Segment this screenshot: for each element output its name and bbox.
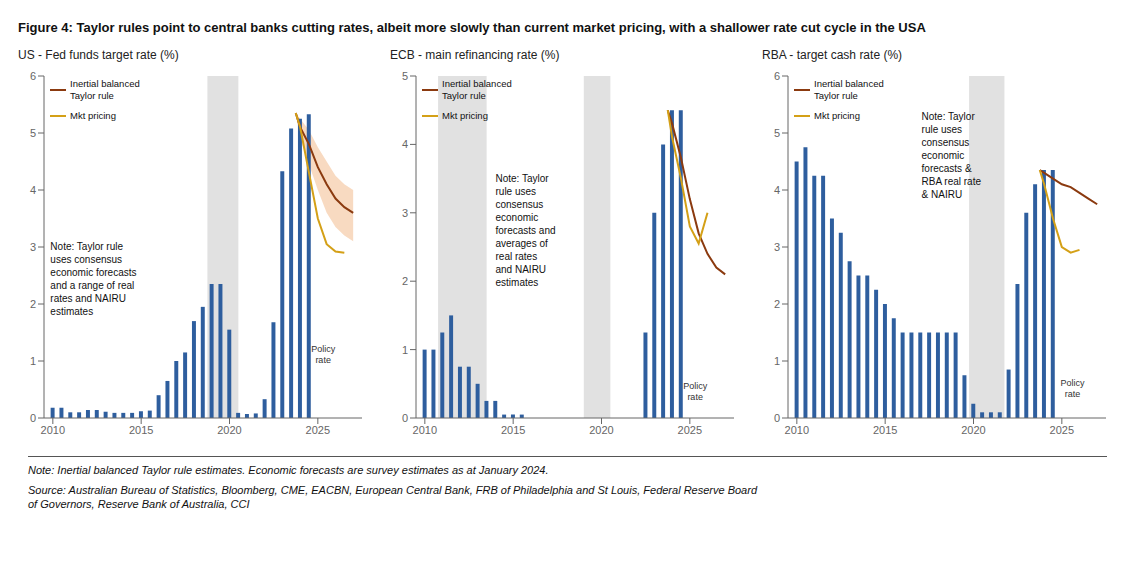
svg-text:2020: 2020	[217, 424, 241, 436]
html-text:US - Fed funds target rate (%): US - Fed funds target rate (%)	[18, 48, 179, 62]
svg-text:2025: 2025	[306, 424, 330, 436]
svg-text:2: 2	[402, 275, 408, 287]
svg-text:6: 6	[774, 70, 780, 82]
svg-text:Policyrate: Policyrate	[1060, 378, 1085, 399]
svg-text:2015: 2015	[129, 424, 153, 436]
svg-text:2025: 2025	[1050, 424, 1074, 436]
svg-text:3: 3	[30, 241, 36, 253]
svg-text:2: 2	[774, 298, 780, 310]
svg-text:0: 0	[774, 412, 780, 424]
svg-text:5: 5	[774, 127, 780, 139]
svg-text:2020: 2020	[961, 424, 985, 436]
svg-text:4: 4	[402, 138, 408, 150]
svg-text:0: 0	[30, 412, 36, 424]
svg-text:3: 3	[774, 241, 780, 253]
svg-text:5: 5	[30, 127, 36, 139]
svg-text:4: 4	[774, 184, 780, 196]
svg-text:2015: 2015	[501, 424, 525, 436]
svg-text:2020: 2020	[589, 424, 613, 436]
svg-text:1: 1	[402, 344, 408, 356]
svg-text:5: 5	[402, 70, 408, 82]
html-text:Inertial balanced Taylor rule: Inertial balanced Taylor rule	[442, 78, 512, 101]
svg-text:2010: 2010	[413, 424, 437, 436]
svg-text:Policyrate: Policyrate	[683, 381, 708, 402]
svg-text:1: 1	[30, 355, 36, 367]
svg-text:2010: 2010	[785, 424, 809, 436]
svg-text:Policyrate: Policyrate	[311, 344, 336, 365]
svg-text:2: 2	[30, 298, 36, 310]
svg-text:3: 3	[402, 207, 408, 219]
html-text:Source: Australian Bureau of S: Source: Australian Bureau of Statistics,…	[28, 484, 757, 510]
svg-text:4: 4	[30, 184, 36, 196]
svg-text:2025: 2025	[678, 424, 702, 436]
svg-text:2010: 2010	[41, 424, 65, 436]
html-text:Mkt pricing: Mkt pricing	[70, 110, 116, 121]
html-text:Figure 4: Taylor rules point t: Figure 4: Taylor rules point to central …	[18, 20, 926, 35]
html-text:Inertial balanced Taylor rule: Inertial balanced Taylor rule	[814, 78, 884, 101]
html-text:Mkt pricing: Mkt pricing	[442, 110, 488, 121]
html-text:ECB - main refinancing rate (%: ECB - main refinancing rate (%)	[390, 48, 560, 62]
html-text:Inertial balanced Taylor rule: Inertial balanced Taylor rule	[70, 78, 140, 101]
html-text:Note: Inertial balanced Taylor: Note: Inertial balanced Taylor rule esti…	[28, 464, 549, 476]
svg-text:0: 0	[402, 412, 408, 424]
svg-text:1: 1	[774, 355, 780, 367]
svg-text:6: 6	[30, 70, 36, 82]
html-text:Note: Taylor rule uses consens: Note: Taylor rule uses consensus economi…	[50, 241, 137, 318]
svg-text:2015: 2015	[873, 424, 897, 436]
html-text:Mkt pricing: Mkt pricing	[814, 110, 860, 121]
html-text:Note: Taylor rule uses consens: Note: Taylor rule uses consensus economi…	[495, 172, 556, 288]
html-text:Note: Taylor rule uses consens: Note: Taylor rule uses consensus economi…	[921, 111, 981, 201]
html-text:RBA - target cash rate (%): RBA - target cash rate (%)	[762, 48, 903, 62]
